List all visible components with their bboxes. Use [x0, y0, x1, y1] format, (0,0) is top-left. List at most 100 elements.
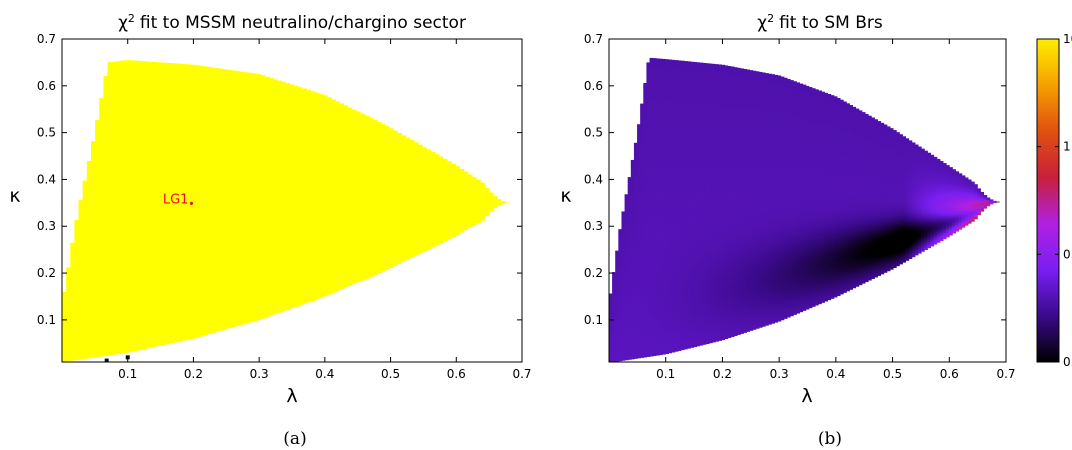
heat-cell [640, 184, 645, 188]
heat-cell [665, 214, 669, 218]
heat-cell [699, 108, 704, 112]
heat-cell [680, 233, 685, 237]
heat-cell [668, 226, 673, 229]
heat-cell [708, 199, 713, 203]
heat-cell [690, 252, 694, 256]
heat-cell [652, 140, 657, 144]
heat-cell [624, 247, 629, 251]
heat-cell [658, 272, 663, 276]
heat-cell [640, 279, 645, 283]
heat-cell [674, 174, 679, 177]
y-tick-label: 0.7 [37, 32, 56, 46]
heat-cell [633, 328, 638, 332]
heat-cell [677, 240, 682, 244]
heat-cell [711, 112, 716, 115]
heat-cell [680, 138, 685, 142]
heat-cell [708, 85, 713, 89]
heat-cell [665, 140, 669, 144]
heat-cell [690, 345, 694, 348]
heat-cell [708, 226, 713, 230]
heat-cell [655, 260, 660, 263]
heat-cell [618, 259, 623, 263]
heat-cell [665, 321, 669, 325]
heat-cell [643, 83, 648, 86]
heat-cell [643, 165, 648, 168]
heat-cell [627, 346, 632, 350]
heat-cell [686, 229, 691, 233]
heat-cell [618, 282, 623, 286]
heat-cell [655, 198, 660, 202]
heat-cell [640, 300, 645, 304]
heat-cell [643, 240, 648, 244]
heat-cell [621, 309, 626, 313]
heat-cell [677, 175, 682, 179]
heat-cell [696, 71, 701, 75]
heat-cell [702, 278, 707, 282]
heat-cell [637, 252, 641, 256]
heat-cell [715, 105, 719, 108]
region-cell [260, 75, 266, 319]
heat-cell [715, 185, 719, 188]
heat-cell [662, 67, 666, 71]
heat-cell [715, 332, 719, 336]
heat-cell [683, 190, 688, 194]
heat-cell [627, 177, 632, 181]
heat-cell [711, 244, 716, 248]
heat-cell [609, 321, 613, 325]
heat-cell [696, 322, 701, 326]
heat-cell [693, 295, 698, 299]
heat-cell [652, 172, 657, 175]
heat-cell [715, 109, 719, 113]
heat-cell [643, 238, 648, 242]
heat-cell [686, 74, 691, 77]
heat-cell [668, 167, 673, 170]
heat-cell [699, 153, 704, 156]
heat-cell [696, 250, 701, 254]
heat-cell [621, 328, 626, 332]
heat-cell [646, 99, 651, 103]
heat-cell [655, 323, 660, 327]
heat-cell [705, 214, 710, 218]
heat-cell [715, 164, 719, 167]
heat-cell [662, 256, 666, 260]
heat-cell [686, 318, 691, 322]
heat-cell [680, 143, 685, 146]
heat-cell [612, 302, 616, 306]
heat-cell [699, 262, 704, 266]
heat-cell [715, 86, 719, 89]
heat-cell [637, 144, 641, 148]
heat-cell [702, 339, 707, 343]
heat-cell [683, 110, 688, 114]
heat-cell [655, 245, 660, 249]
heat-cell [671, 115, 676, 119]
heat-cell [702, 251, 707, 255]
heat-cell [680, 147, 685, 151]
heat-cell [655, 180, 660, 183]
heat-cell [671, 292, 676, 296]
heat-cell [711, 234, 716, 238]
heat-cell [705, 90, 710, 94]
heat-cell [696, 227, 701, 231]
heat-cell [643, 346, 648, 350]
heat-cell [643, 148, 648, 151]
heat-cell [649, 168, 654, 172]
heat-cell [649, 60, 654, 64]
heat-cell [715, 64, 719, 66]
heat-cell [677, 314, 682, 318]
heat-cell [680, 187, 685, 191]
heat-cell [633, 353, 638, 357]
heat-cell [715, 157, 719, 161]
heat-cell [652, 155, 657, 159]
region-cell [223, 69, 229, 330]
heat-cell [630, 251, 635, 254]
heat-cell [702, 70, 707, 74]
heat-cell [690, 315, 694, 319]
heat-cell [649, 248, 654, 252]
heat-cell [662, 120, 666, 123]
heat-cell [643, 122, 648, 126]
heat-cell [627, 340, 632, 343]
heat-cell [646, 236, 651, 239]
heat-cell [649, 256, 654, 260]
heat-cell [686, 162, 691, 166]
heat-cell [652, 283, 657, 287]
